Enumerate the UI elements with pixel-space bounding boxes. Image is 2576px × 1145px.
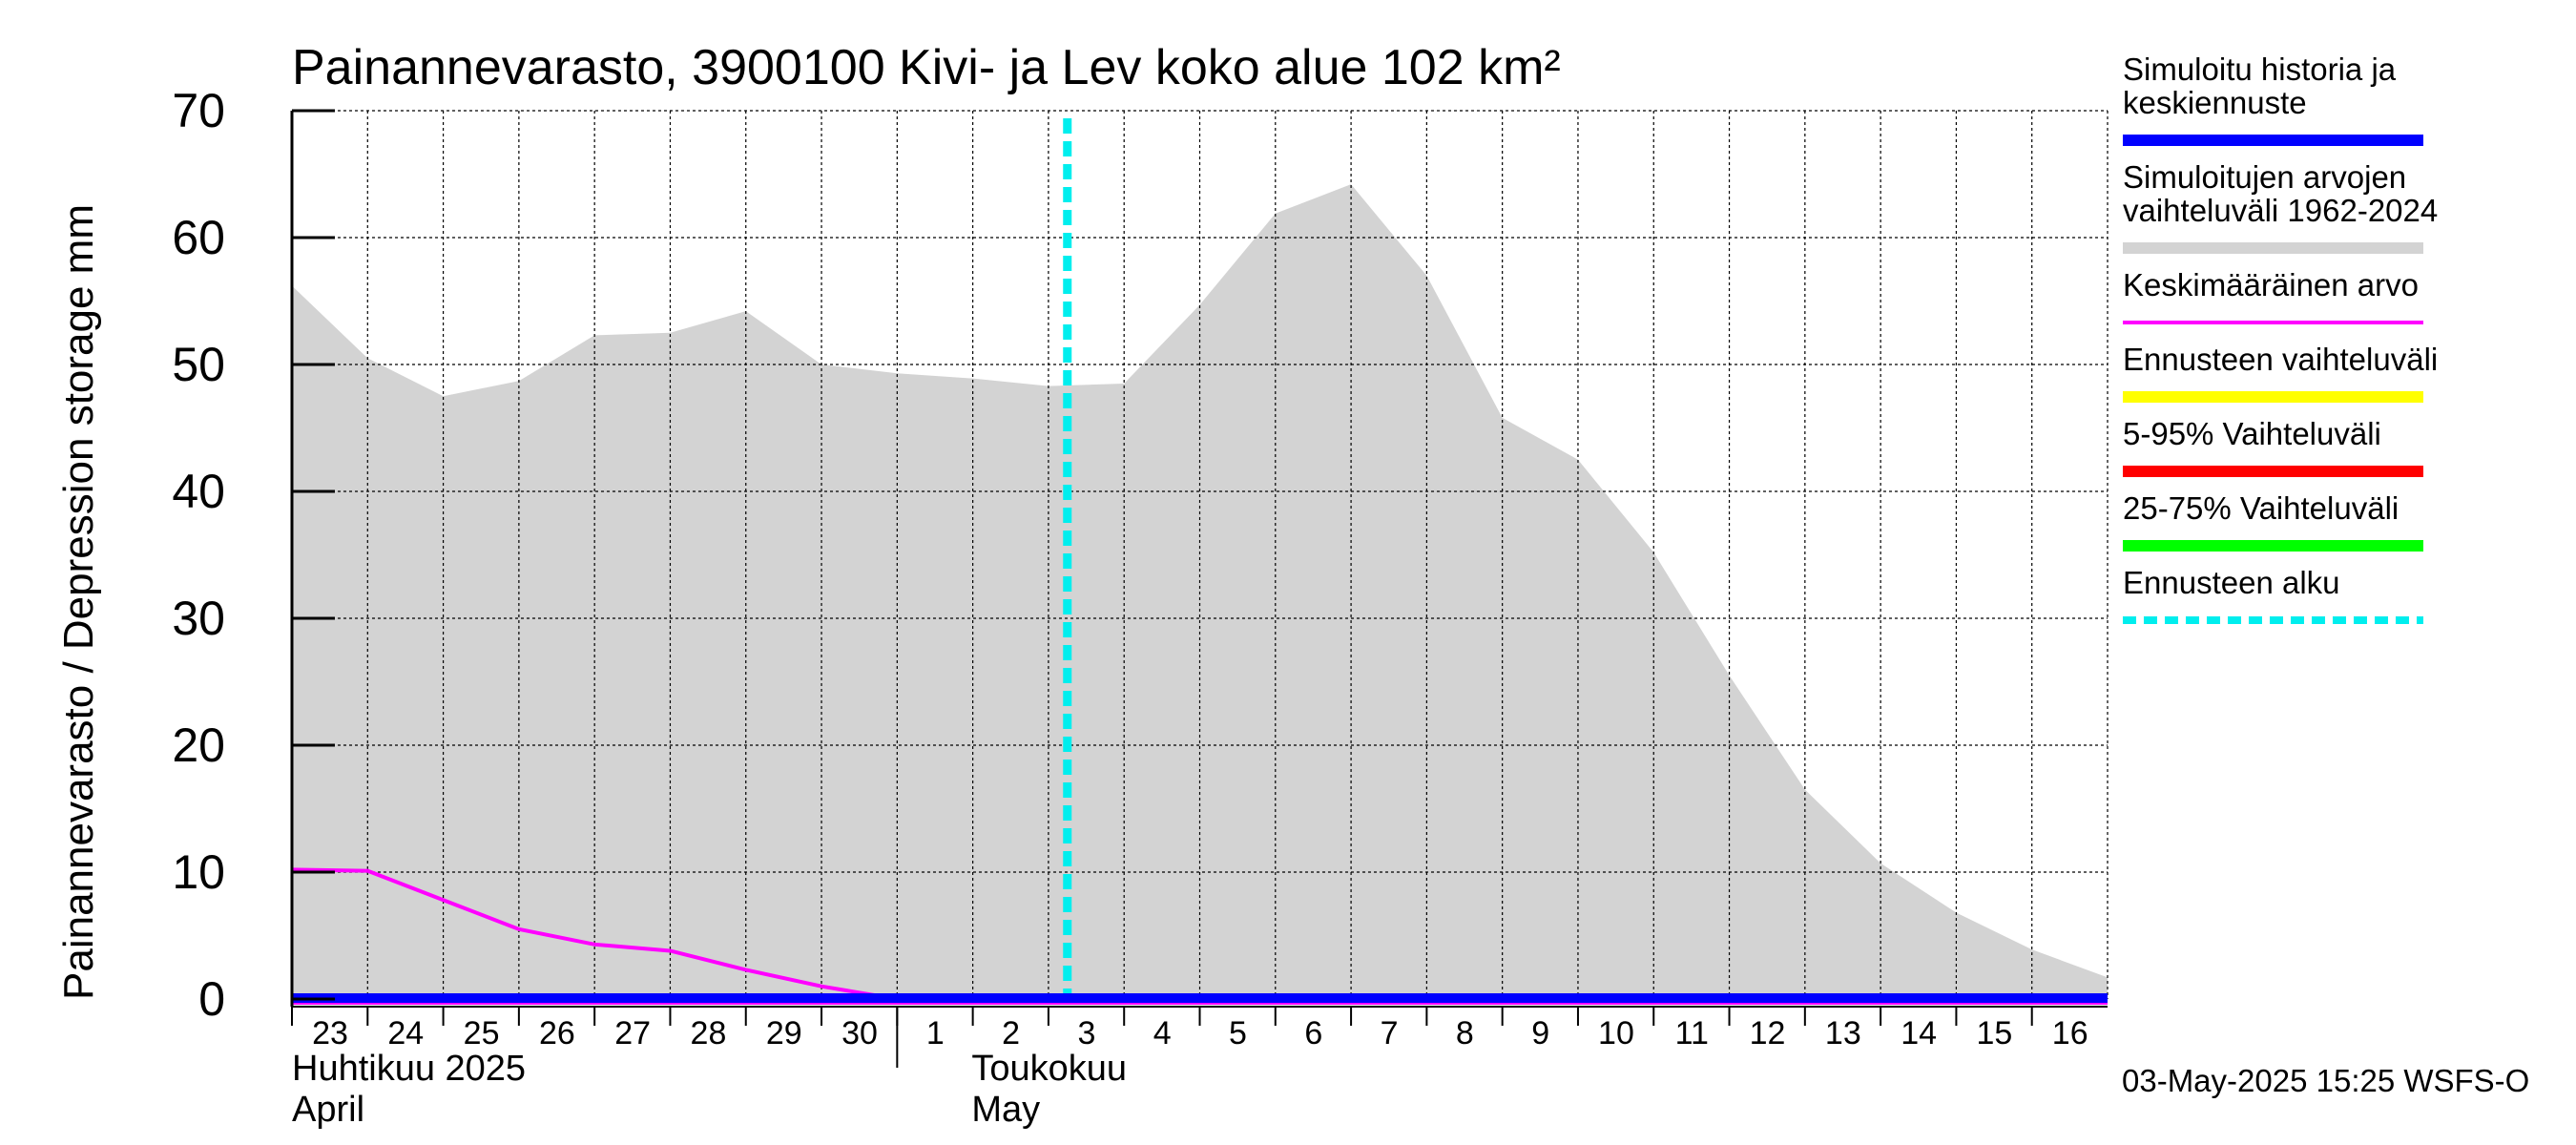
legend-label: Keskimääräinen arvo (2123, 267, 2419, 302)
y-axis-label: Painannevarasto / Depression storage mm (55, 204, 102, 1000)
legend-label: vaihteluväli 1962-2024 (2123, 193, 2438, 228)
legend: Simuloitu historia jakeskiennusteSimuloi… (2123, 52, 2438, 624)
x-tick-label: 2 (1002, 1015, 1020, 1051)
month-label: Toukokuu (971, 1049, 1127, 1089)
footer-timestamp: 03-May-2025 15:25 WSFS-O (2122, 1063, 2529, 1098)
x-tick-label: 24 (387, 1015, 424, 1051)
y-tick-label: 30 (172, 592, 225, 645)
x-tick-label: 14 (1901, 1015, 1937, 1051)
month-label: Huhtikuu 2025 (292, 1049, 526, 1089)
y-tick-label: 60 (172, 211, 225, 264)
legend-entry: Ennusteen alku (2123, 565, 2423, 624)
x-tick-label: 27 (614, 1015, 651, 1051)
legend-label: Ennusteen vaihteluväli (2123, 342, 2438, 377)
chart-title: Painannevarasto, 3900100 Kivi- ja Lev ko… (292, 40, 1561, 95)
legend-entry: Keskimääräinen arvo (2123, 267, 2423, 324)
legend-entry: Ennusteen vaihteluväli (2123, 342, 2438, 403)
x-tick-label: 25 (464, 1015, 500, 1051)
x-tick-label: 5 (1229, 1015, 1247, 1051)
legend-label: keskiennuste (2123, 85, 2307, 120)
x-tick-label: 4 (1153, 1015, 1172, 1051)
y-tick-label: 20 (172, 718, 225, 772)
month-label-en: April (292, 1090, 364, 1130)
x-tick-label: 8 (1456, 1015, 1474, 1051)
x-tick-label: 23 (312, 1015, 348, 1051)
x-tick-label: 6 (1304, 1015, 1322, 1051)
x-tick-label: 11 (1675, 1015, 1709, 1051)
y-tick-label: 70 (172, 84, 225, 137)
legend-label: Ennusteen alku (2123, 565, 2340, 600)
grid (292, 110, 2109, 999)
x-tick-label: 10 (1598, 1015, 1634, 1051)
y-tick-label: 50 (172, 338, 225, 391)
x-tick-label: 28 (691, 1015, 727, 1051)
y-tick-label: 0 (198, 972, 225, 1026)
legend-label: Simuloitujen arvojen (2123, 159, 2406, 195)
x-tick-label: 7 (1381, 1015, 1399, 1051)
x-tick-label: 30 (841, 1015, 878, 1051)
x-tick-label: 12 (1750, 1015, 1786, 1051)
legend-entry: 25-75% Vaihteluväli (2123, 490, 2423, 552)
x-tick-label: 3 (1077, 1015, 1095, 1051)
x-tick-label: 13 (1825, 1015, 1861, 1051)
y-tick-label: 10 (172, 845, 225, 899)
x-tick-label: 26 (539, 1015, 575, 1051)
x-tick-label: 9 (1531, 1015, 1549, 1051)
x-tick-label: 29 (766, 1015, 802, 1051)
legend-entry: 5-95% Vaihteluväli (2123, 416, 2423, 477)
legend-label: 25-75% Vaihteluväli (2123, 490, 2399, 526)
x-tick-label: 1 (926, 1015, 945, 1051)
x-tick-label: 15 (1977, 1015, 2013, 1051)
legend-label: Simuloitu historia ja (2123, 52, 2397, 87)
y-tick-label: 40 (172, 465, 225, 518)
x-tick-label: 16 (2052, 1015, 2088, 1051)
month-label-en: May (971, 1090, 1040, 1130)
legend-label: 5-95% Vaihteluväli (2123, 416, 2381, 451)
